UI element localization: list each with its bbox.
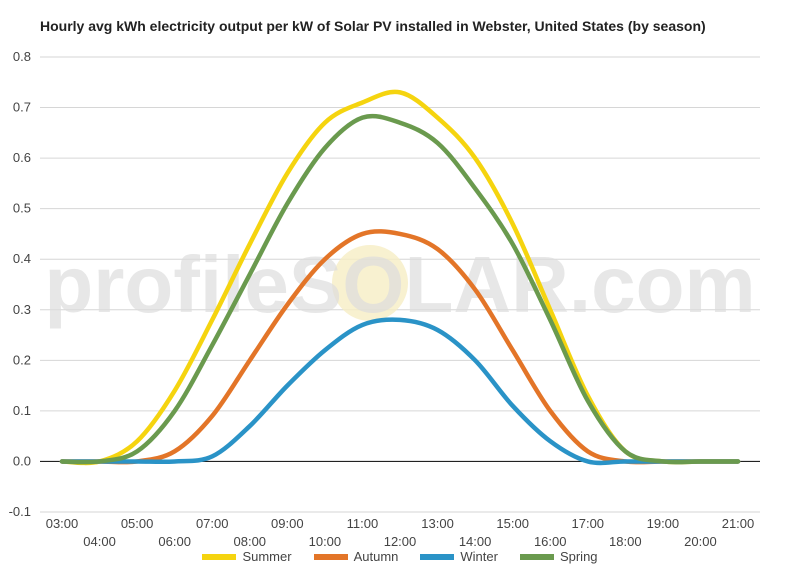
x-tick-label: 15:00 bbox=[496, 516, 529, 531]
legend-swatch bbox=[519, 553, 554, 560]
legend-swatch bbox=[420, 553, 455, 560]
series-line-winter bbox=[59, 317, 741, 466]
x-tick-label: 21:00 bbox=[722, 516, 755, 531]
y-axis-ticks: -0.1 0.0 0.1 0.2 0.3 0.4 0.5 0.6 0.7 0.8 bbox=[9, 49, 31, 519]
series-line-spring bbox=[59, 113, 741, 465]
y-tick-label: 0.2 bbox=[13, 352, 31, 367]
legend-item-spring[interactable]: Spring bbox=[519, 549, 598, 564]
legend-label: Winter bbox=[460, 549, 498, 564]
x-tick-label: 12:00 bbox=[384, 534, 417, 549]
legend-label: Summer bbox=[242, 549, 292, 564]
y-tick-label: 0.6 bbox=[13, 150, 31, 165]
legend-item-summer[interactable]: Summer bbox=[202, 549, 292, 564]
legend-swatch bbox=[202, 553, 237, 560]
legend-item-autumn[interactable]: Autumn bbox=[313, 549, 399, 564]
x-tick-label: 16:00 bbox=[534, 534, 567, 549]
x-tick-label: 17:00 bbox=[572, 516, 605, 531]
x-tick-label: 05:00 bbox=[121, 516, 154, 531]
series-lines bbox=[59, 89, 741, 466]
chart-title: Hourly avg kWh electricity output per kW… bbox=[40, 18, 706, 34]
y-tick-label: 0.0 bbox=[13, 453, 31, 468]
legend-label: Autumn bbox=[353, 549, 399, 564]
x-tick-label: 10:00 bbox=[309, 534, 342, 549]
y-tick-label: 0.1 bbox=[13, 403, 31, 418]
y-tick-label: 0.5 bbox=[13, 201, 31, 216]
legend-label: Spring bbox=[559, 549, 598, 564]
x-tick-label: 06:00 bbox=[158, 534, 191, 549]
x-axis-ticks: 03:00 04:00 05:00 06:00 07:00 08:00 09:00 10:00… bbox=[46, 516, 755, 549]
gridlines bbox=[40, 56, 760, 513]
x-tick-label: 13:00 bbox=[421, 516, 454, 531]
y-tick-label: 0.3 bbox=[13, 302, 31, 317]
x-tick-label: 07:00 bbox=[196, 516, 229, 531]
x-tick-label: 14:00 bbox=[459, 534, 492, 549]
legend: Summer Autumn Winter Spring bbox=[0, 549, 800, 564]
x-tick-label: 19:00 bbox=[647, 516, 680, 531]
x-tick-label: 08:00 bbox=[234, 534, 267, 549]
x-tick-label: 03:00 bbox=[46, 516, 79, 531]
x-tick-label: 18:00 bbox=[609, 534, 642, 549]
legend-swatch bbox=[313, 553, 348, 560]
watermark-sun-icon bbox=[332, 245, 408, 321]
y-tick-label: 0.7 bbox=[13, 100, 31, 115]
x-tick-label: 11:00 bbox=[347, 516, 379, 531]
x-tick-label: 20:00 bbox=[684, 534, 717, 549]
x-tick-label: 04:00 bbox=[83, 534, 116, 549]
watermark-text: profileSOLAR.com bbox=[44, 240, 755, 329]
watermark: profileSOLAR.com bbox=[44, 240, 755, 329]
y-tick-label: -0.1 bbox=[9, 504, 31, 519]
legend-item-winter[interactable]: Winter bbox=[420, 549, 498, 564]
y-tick-label: 0.4 bbox=[13, 251, 31, 266]
y-tick-label: 0.8 bbox=[13, 49, 31, 64]
x-tick-label: 09:00 bbox=[271, 516, 304, 531]
